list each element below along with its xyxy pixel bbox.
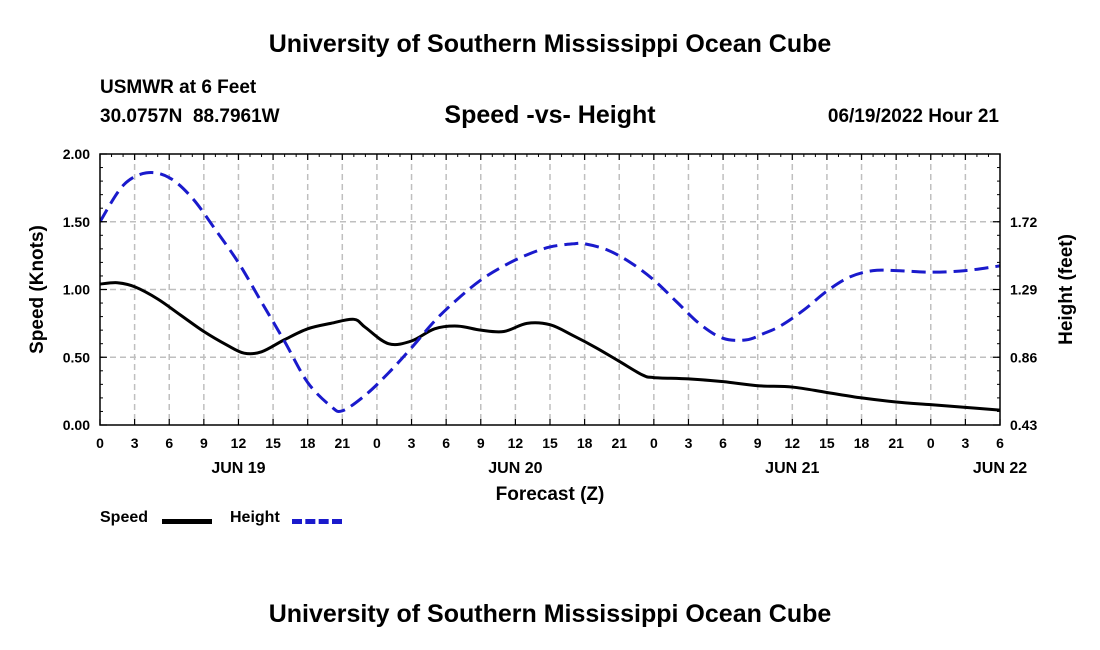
x-tick-label: 18	[577, 435, 593, 451]
legend-height-label: Height	[230, 509, 280, 526]
x-tick-label: 3	[961, 435, 969, 451]
x-tick-label: 18	[300, 435, 316, 451]
x-tick-label: 3	[685, 435, 693, 451]
y-tick-label: 2.00	[63, 146, 90, 162]
x-tick-label: 9	[200, 435, 208, 451]
x-axis-title: Forecast (Z)	[496, 484, 605, 505]
y-tick-label: 1.00	[63, 282, 90, 298]
x-tick-label: 12	[231, 435, 247, 451]
timestamp-label: 06/19/2022 Hour 21	[827, 106, 999, 127]
legend-height-swatch	[292, 519, 342, 524]
legend-speed-swatch	[162, 519, 212, 524]
date-label: JUN 22	[973, 460, 1027, 477]
x-tick-label: 21	[888, 435, 904, 451]
page-title: University of Southern Mississippi Ocean…	[268, 30, 832, 58]
date-label: JUN 20	[488, 460, 542, 477]
y2-tick-label: 0.86	[1010, 349, 1037, 365]
y-axis-title: Speed (Knots)	[27, 225, 48, 354]
x-tick-label: 9	[477, 435, 485, 451]
x-tick-label: 6	[442, 435, 450, 451]
grid-layer	[100, 154, 1000, 425]
date-label: JUN 21	[765, 460, 819, 477]
x-tick-label: 21	[335, 435, 351, 451]
x-tick-label: 0	[96, 435, 104, 451]
series-line-speed	[100, 281, 1000, 412]
x-tick-label: 18	[854, 435, 870, 451]
x-tick-label: 0	[650, 435, 658, 451]
x-tick-label: 0	[373, 435, 381, 451]
legend-speed-label: Speed	[100, 509, 149, 526]
page-title-bottom: University of Southern Mississippi Ocean…	[268, 600, 832, 628]
x-tick-label: 21	[611, 435, 627, 451]
x-tick-label: 3	[408, 435, 416, 451]
tick-layer: 0 3 6 9 12 15 18 21 0 3 6 9 12 15 18 21 0 3 6 9 12 15 18 21 0 3 6 J…	[63, 146, 1038, 477]
x-tick-label: 9	[754, 435, 762, 451]
x-tick-label: 6	[165, 435, 173, 451]
chart-title: Speed -vs- Height	[444, 101, 656, 129]
coordinates-label: 30.0757N 88.7961W	[100, 106, 280, 127]
station-label: USMWR at 6 Feet	[100, 77, 257, 98]
y-tick-label: 0.50	[63, 349, 90, 365]
y-tick-label: 0.00	[63, 417, 90, 433]
x-tick-label: 3	[131, 435, 139, 451]
x-tick-label: 15	[819, 435, 835, 451]
y2-axis-title: Height (feet)	[1056, 234, 1077, 345]
series-line-height	[100, 171, 1000, 414]
series-layer	[100, 171, 1000, 414]
x-tick-label: 15	[265, 435, 281, 451]
x-tick-label: 6	[996, 435, 1004, 451]
y2-tick-label: 0.43	[1010, 417, 1037, 433]
x-tick-label: 15	[542, 435, 558, 451]
x-tick-label: 12	[508, 435, 524, 451]
y-tick-label: 1.50	[63, 214, 90, 230]
x-tick-label: 12	[785, 435, 801, 451]
x-tick-label: 0	[927, 435, 935, 451]
date-label: JUN 19	[211, 460, 265, 477]
x-tick-label: 6	[719, 435, 727, 451]
y2-tick-label: 1.29	[1010, 282, 1037, 298]
y2-tick-label: 1.72	[1010, 214, 1037, 230]
